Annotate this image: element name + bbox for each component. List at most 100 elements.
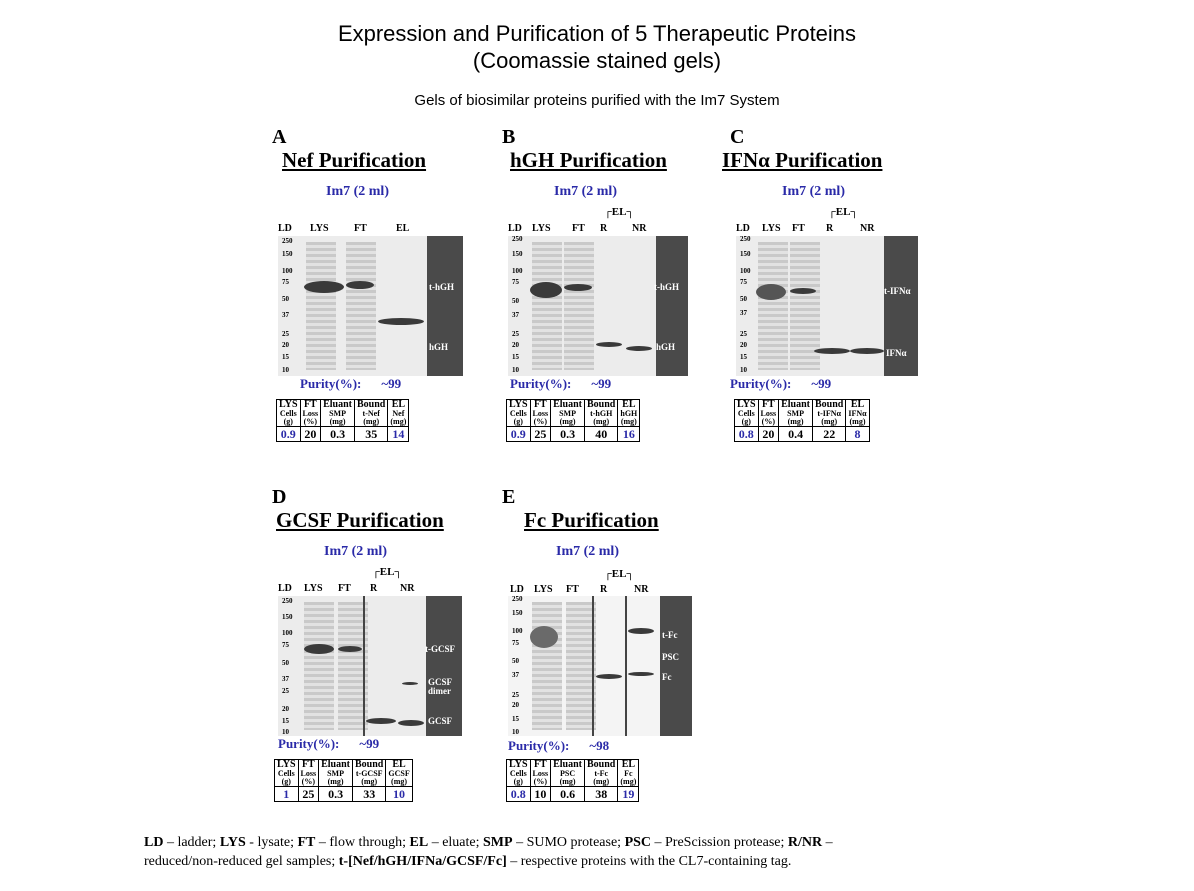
marker-label: 37 [512,311,519,319]
lane-label: EL [396,223,410,234]
table-cell: 0.4 [778,426,814,442]
yield-table: LYS Cells (g) FT Loss (%) Eluant PSC (mg) Boun… [506,759,640,802]
marker-label: 37 [282,311,289,319]
dimer-band [402,682,418,685]
marker-label: 50 [282,295,289,303]
marker-label: 75 [282,278,289,286]
footnote-line-1: LD – ladder; LYS - lysate; FT – flow thr… [144,833,1044,852]
footnote-segment: – respective proteins with the CL7-conta… [506,854,792,869]
column-label: Im7 (2 ml) [782,184,845,199]
purity-row: Purity(%): ~99 [730,376,831,392]
table-cell: 22 [812,426,847,442]
yield-table: LYS Cells (g) FT Loss (%) Eluant SMP (mg) Boun… [276,399,410,442]
lane-label: NR [400,583,415,594]
table-header: LYS Cells (g) [506,759,531,787]
flowthrough-lane [564,242,594,370]
table-cell: 0.8 [506,786,531,802]
ladder-lane: 250 150 100 75 50 37 25 20 15 10 [280,596,300,736]
figure-title-line2: (Coomassie stained gels) [472,48,722,73]
lysate-band [530,282,562,298]
marker-label: 20 [512,701,519,709]
lane-label: FT [338,583,351,594]
table-header: FT Loss (%) [757,399,780,427]
table-header: FT Loss (%) [529,759,552,787]
footnote-segment: – flow through; [315,835,410,850]
lane-label: R [600,223,608,234]
ft-band [564,284,592,291]
table-cell: 0.9 [506,426,531,442]
marker-label: 150 [740,250,751,258]
band-label: PSC [662,652,680,662]
panel-title: hGH Purification [510,148,667,172]
lane-label: FT [792,223,805,234]
panel-letter: D [272,486,287,508]
purity-value: ~99 [591,376,612,391]
marker-label: 50 [740,295,747,303]
ladder-lane: 250 150 100 75 50 37 25 20 15 10 [510,596,530,736]
table-header: FT Loss (%) [297,759,320,787]
reduced-band [596,674,622,679]
marker-label: 10 [740,366,747,374]
marker-label: 75 [512,639,519,647]
table-cell: 16 [617,426,641,442]
lane-label: R [370,583,378,594]
el-bracket: ┌EL┐ [604,568,635,580]
table-header: Eluant PSC (mg) [550,759,586,787]
marker-label: 250 [512,596,523,603]
table-header: LYS Cells (g) [274,759,299,787]
lysate-lane [532,602,562,730]
purity-row: Purity(%): ~99 [510,376,611,392]
lane-label: NR [632,223,647,234]
column-label: Im7 (2 ml) [554,184,617,199]
marker-label: 25 [512,330,519,338]
table-cell: 0.6 [550,786,586,802]
purity-row: Purity(%): ~99 [278,736,379,752]
table-cell: 25 [297,786,320,802]
footnote-segment: t-[Nef/hGH/IFNa/GCSF/Fc] [338,854,507,869]
table-cell: 1 [274,786,299,802]
marker-label: 15 [740,353,747,361]
panel-title: Nef Purification [282,148,427,172]
el-bracket: ┌EL┐ [604,206,635,218]
panel-letter: E [502,486,516,508]
label-strip: t-IFNα IFNα [884,236,918,376]
table-cell: 0.3 [318,786,354,802]
nonreduced-band [626,346,652,351]
lysate-lane [758,242,788,370]
nonreduced-band [850,348,884,354]
footnote-segment: – ladder; [163,835,220,850]
marker-label: 20 [740,341,747,349]
band-label: hGH [656,342,676,352]
lane-label: LYS [310,223,329,234]
marker-label: 10 [512,728,519,736]
marker-label: 20 [282,341,289,349]
band-label: Fc [662,672,672,682]
footnote-segment: EL [409,835,429,850]
table-header: EL IFNα (mg) [845,399,870,427]
footnote-segment: reduced/non-reduced gel samples; [144,854,339,869]
marker-label: 25 [282,687,289,695]
footnote: LD – ladder; LYS - lysate; FT – flow thr… [144,833,1044,871]
band-label: t-hGH [654,282,680,292]
panel-title: Fc Purification [524,508,659,532]
ft-band [338,646,362,652]
table-cell: 14 [387,426,410,442]
marker-label: 150 [282,613,293,621]
footnote-line-2: reduced/non-reduced gel samples; t-[Nef/… [144,852,1044,871]
nonreduced-band [628,628,654,634]
lysate-band [304,644,334,654]
lane-label: LD [510,584,524,595]
ft-band [346,281,374,289]
label-strip: t-Fc PSC Fc [660,596,692,736]
lysate-lane [304,602,334,730]
gel-divider [625,596,627,736]
marker-label: 15 [282,717,289,725]
table-header: Bound t-GCSF (mg) [352,759,387,787]
marker-label: 150 [512,250,523,258]
footnote-segment: – [822,835,833,850]
el-bracket: ┌EL┐ [828,206,859,218]
figure-subtitle: Gels of biosimilar proteins purified wit… [414,92,780,109]
band-label: t-IFNα [884,286,911,296]
lane-label: LYS [534,584,553,595]
marker-label: 250 [740,236,751,243]
